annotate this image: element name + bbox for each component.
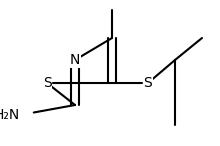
Text: H₂N: H₂N bbox=[0, 108, 20, 122]
Text: N: N bbox=[70, 53, 80, 67]
Text: S: S bbox=[43, 76, 51, 90]
Text: S: S bbox=[144, 76, 152, 90]
